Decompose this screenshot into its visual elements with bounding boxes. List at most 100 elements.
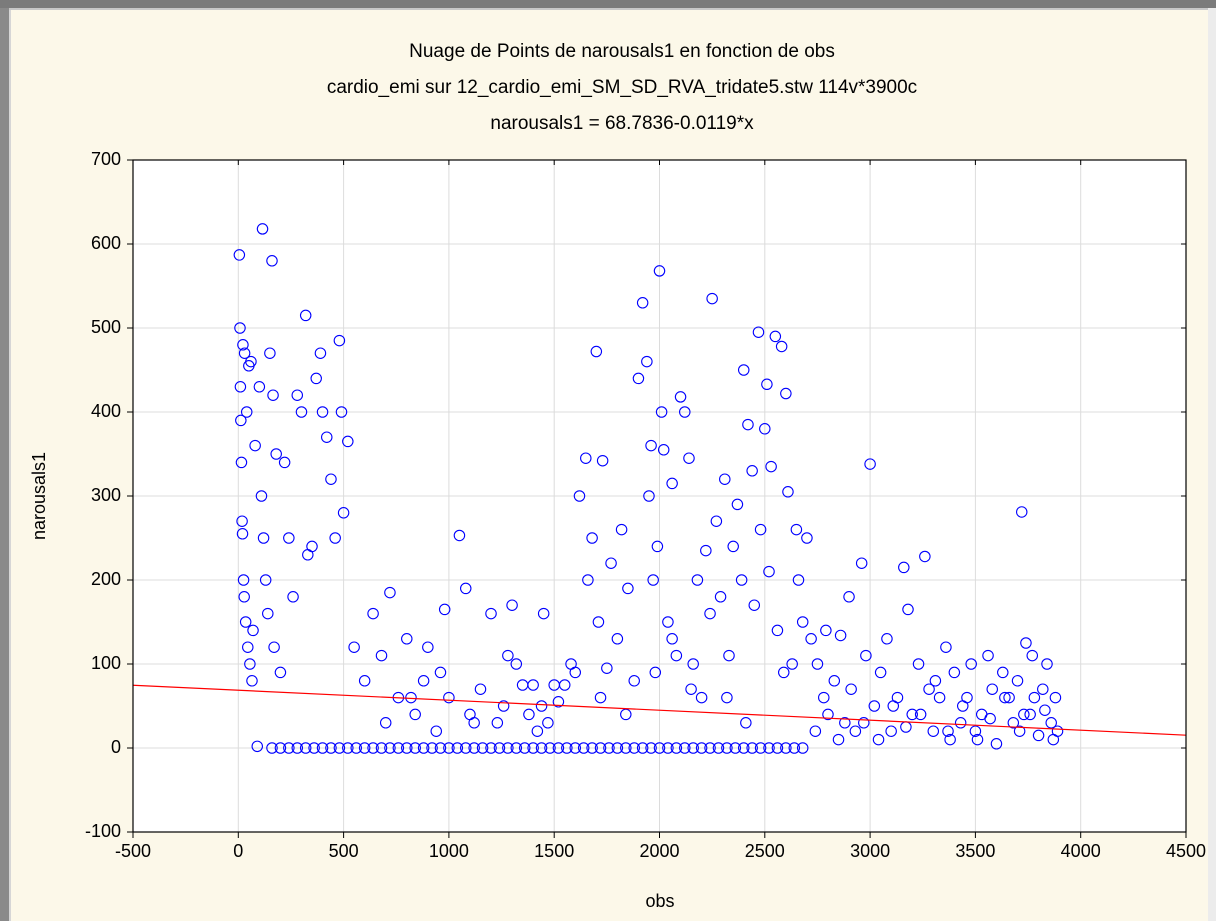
y-tick-label: 200 xyxy=(91,569,121,589)
data-point xyxy=(843,591,855,603)
data-point xyxy=(771,624,784,637)
data-point xyxy=(683,452,695,464)
data-point xyxy=(788,742,801,754)
data-point xyxy=(860,649,872,662)
data-point xyxy=(325,473,337,485)
data-point xyxy=(971,733,984,746)
data-point xyxy=(704,607,716,620)
data-point xyxy=(244,658,256,670)
data-point xyxy=(287,591,299,603)
data-point xyxy=(1028,691,1041,704)
data-point xyxy=(267,389,279,401)
data-point xyxy=(645,742,657,754)
data-point xyxy=(316,742,329,754)
data-point xyxy=(796,742,809,754)
data-point xyxy=(828,675,841,687)
data-point xyxy=(822,708,834,721)
data-point xyxy=(706,292,718,305)
data-point xyxy=(735,574,748,586)
data-point xyxy=(687,742,699,754)
x-axis-label: obs xyxy=(645,891,674,911)
data-point xyxy=(1020,637,1032,649)
data-point xyxy=(342,435,354,448)
data-point xyxy=(746,465,758,477)
data-point xyxy=(759,423,771,435)
data-point xyxy=(954,717,967,729)
window-top-border xyxy=(0,0,1216,8)
data-point xyxy=(687,658,699,670)
data-point xyxy=(510,742,523,754)
data-point xyxy=(858,717,870,729)
data-point xyxy=(657,444,670,456)
data-point xyxy=(754,742,767,754)
data-point xyxy=(249,439,261,452)
data-point xyxy=(712,742,725,754)
data-point xyxy=(384,742,396,754)
y-tick-label: 700 xyxy=(91,149,121,169)
data-point xyxy=(443,742,455,754)
data-point xyxy=(731,498,744,511)
data-point xyxy=(401,742,413,754)
y-tick-label: 600 xyxy=(91,233,121,253)
x-tick-label: 3500 xyxy=(955,841,995,861)
data-point xyxy=(266,255,278,267)
data-point xyxy=(990,738,1003,750)
data-point xyxy=(786,658,798,670)
data-point xyxy=(700,544,712,557)
x-tick-label: 4000 xyxy=(1061,841,1101,861)
data-point xyxy=(333,334,346,347)
data-point xyxy=(666,633,678,645)
data-point xyxy=(944,733,956,746)
data-point xyxy=(1041,658,1053,670)
data-point xyxy=(771,742,784,754)
data-point xyxy=(594,691,607,704)
data-point xyxy=(592,616,605,628)
data-point xyxy=(350,742,362,754)
data-point xyxy=(497,700,510,712)
y-tick-label: 100 xyxy=(91,653,121,673)
data-point xyxy=(594,742,607,754)
data-point xyxy=(748,599,761,611)
data-point xyxy=(906,708,918,721)
y-tick-label: -100 xyxy=(85,821,121,841)
data-point xyxy=(569,666,582,679)
data-point xyxy=(237,574,250,586)
data-point xyxy=(493,742,506,754)
data-point xyxy=(601,662,613,674)
data-point xyxy=(1018,708,1030,721)
data-point xyxy=(384,586,396,599)
data-point xyxy=(257,532,270,544)
data-point xyxy=(801,532,813,544)
data-point xyxy=(308,742,320,754)
window-left-border xyxy=(0,8,9,921)
data-point xyxy=(552,696,565,708)
data-point xyxy=(986,683,998,695)
data-point xyxy=(299,309,312,322)
data-point xyxy=(401,633,413,645)
data-point xyxy=(392,742,405,754)
data-point xyxy=(453,529,466,542)
data-point xyxy=(818,691,830,704)
data-point xyxy=(417,742,430,754)
data-point xyxy=(965,658,977,670)
data-point xyxy=(780,387,792,400)
data-point xyxy=(984,712,996,725)
data-point xyxy=(245,355,257,368)
data-point xyxy=(704,742,716,754)
data-point xyxy=(459,582,472,595)
data-point xyxy=(691,574,704,586)
data-point xyxy=(653,265,666,277)
data-point xyxy=(426,742,438,754)
data-point xyxy=(653,742,666,754)
data-point xyxy=(451,742,464,754)
data-point xyxy=(868,700,881,712)
data-point xyxy=(236,528,249,540)
data-point xyxy=(641,355,653,368)
data-point xyxy=(274,666,287,679)
data-point xyxy=(542,717,554,729)
data-point xyxy=(262,607,274,620)
data-point xyxy=(809,725,822,737)
plot-border xyxy=(132,159,1187,833)
data-point xyxy=(1015,506,1028,518)
data-point xyxy=(714,591,727,603)
